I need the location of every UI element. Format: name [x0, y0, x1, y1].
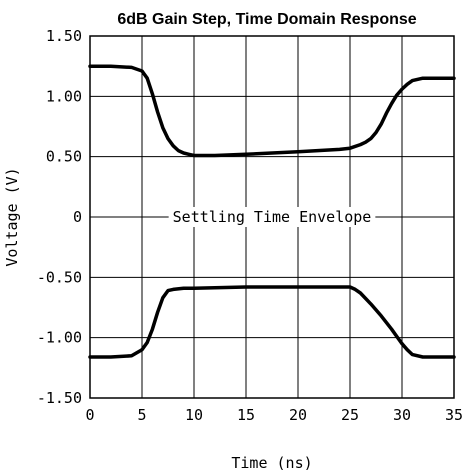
axis-ticks: 0 5 10 15 20 25 30 35 1.50 1.00 0.50 0 -0.50 -1.00 -1.…: [37, 27, 463, 424]
y-tick-label: -1.00: [37, 329, 82, 347]
x-tick-label: 5: [137, 406, 146, 424]
annotation-text: Settling Time Envelope: [173, 208, 372, 226]
x-tick-label: 30: [393, 406, 411, 424]
chart-title: 6dB Gain Step, Time Domain Response: [117, 11, 416, 28]
x-tick-label: 20: [289, 406, 307, 424]
y-tick-label: 1.50: [46, 27, 82, 45]
y-tick-label: -1.50: [37, 389, 82, 407]
x-tick-label: 15: [237, 406, 255, 424]
x-tick-label: 10: [185, 406, 203, 424]
x-tick-label: 0: [85, 406, 94, 424]
series-line-2: [88, 285, 456, 359]
x-tick-label: 35: [445, 406, 463, 424]
x-tick-label: 25: [341, 406, 359, 424]
y-tick-label: -0.50: [37, 268, 82, 286]
y-axis-label: Voltage (V): [3, 167, 21, 266]
x-axis-label: Time (ns): [231, 454, 312, 472]
y-tick-label: 1.00: [46, 87, 82, 105]
y-tick-label: 0: [73, 208, 82, 226]
series-line-1: [88, 64, 456, 158]
plot-frame: [89, 35, 455, 399]
y-tick-label: 0.50: [46, 148, 82, 166]
annotation-background: [168, 207, 376, 227]
annotations: Settling Time Envelope: [168, 207, 376, 227]
series-group: [88, 64, 456, 359]
